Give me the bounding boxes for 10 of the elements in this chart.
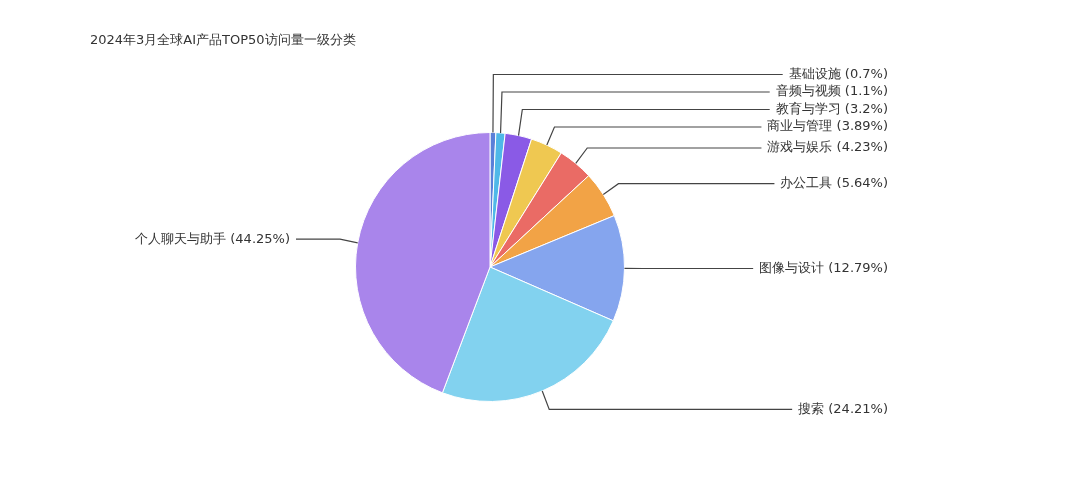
chart-title: 2024年3月全球AI产品TOP50访问量一级分类 xyxy=(90,32,356,48)
slice-label: 个人聊天与助手 (44.25%) xyxy=(135,230,290,246)
slice-label: 游戏与娱乐 (4.23%) xyxy=(767,139,888,155)
slice-label: 商业与管理 (3.89%) xyxy=(767,118,888,134)
slice-label: 音频与视频 (1.1%) xyxy=(775,83,888,99)
slice-label: 图像与设计 (12.79%) xyxy=(759,259,888,275)
slice-label: 搜索 (24.21%) xyxy=(798,400,888,416)
slice-label: 基础设施 (0.7%) xyxy=(788,65,888,81)
slice-label: 教育与学习 (3.2%) xyxy=(775,100,888,116)
slice-label: 办公工具 (5.64%) xyxy=(780,175,888,191)
